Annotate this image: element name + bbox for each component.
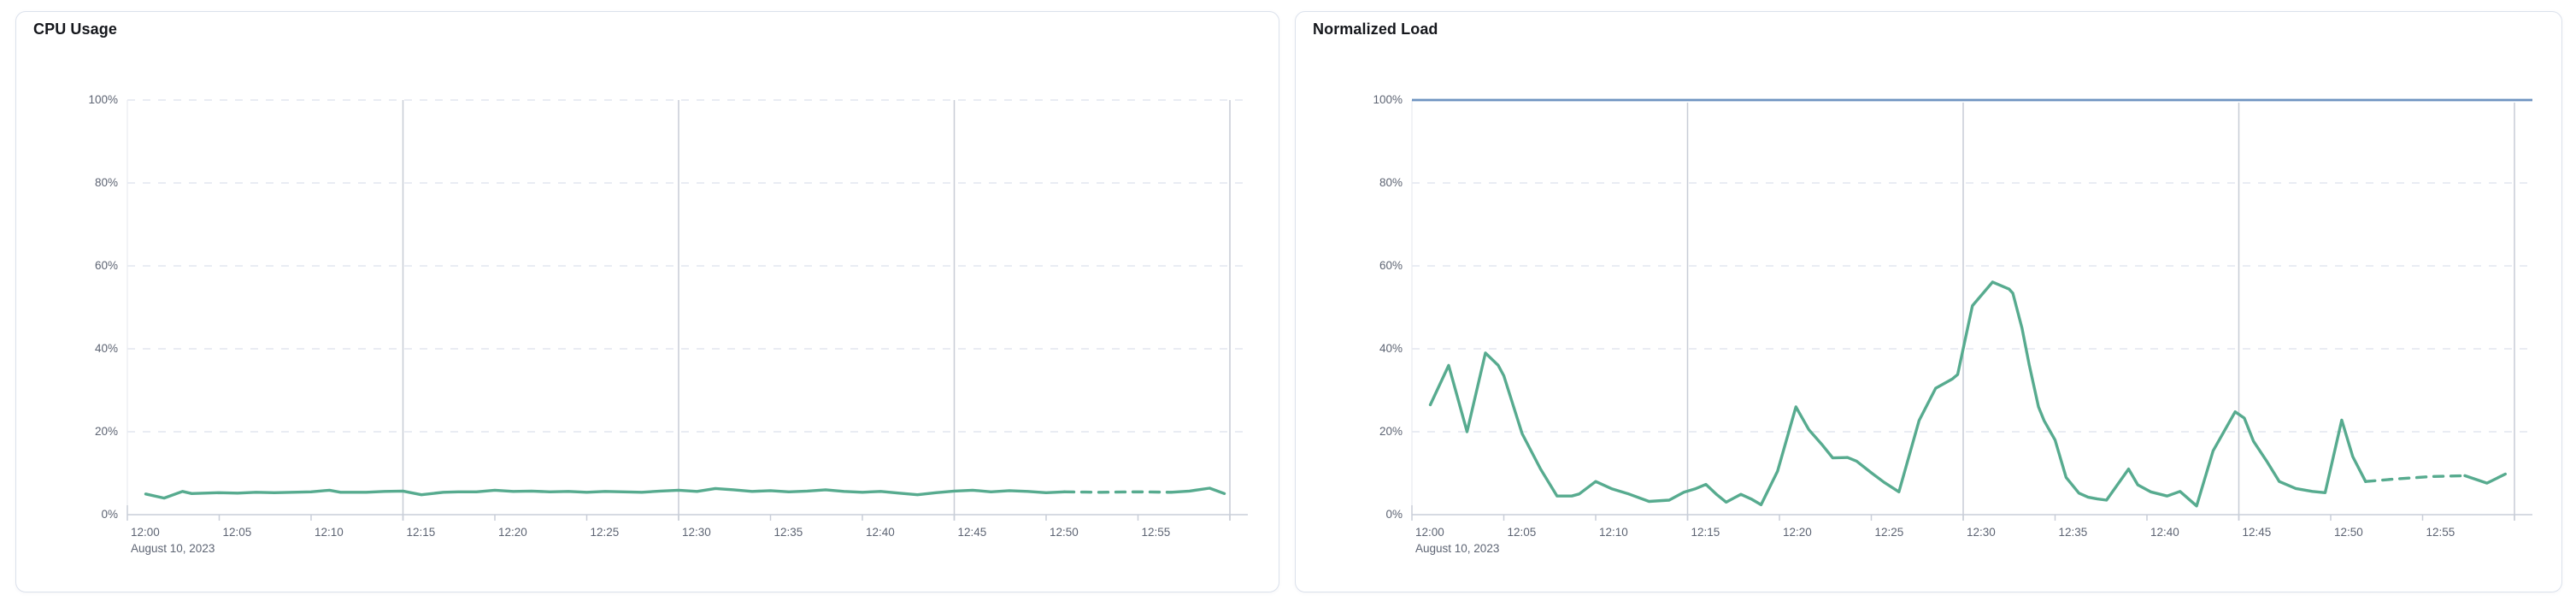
- x-axis-label: 12:30: [1967, 526, 1996, 539]
- normalized-load-panel-title: Normalized Load: [1313, 21, 1438, 38]
- cpu-usage-panel: CPU Usage 100% 80% 60% 40% 20% 0% 12:00 12:05 12…: [15, 11, 1279, 592]
- x-axis-label: 12:20: [1783, 526, 1812, 539]
- x-axis-label: 12:35: [773, 526, 803, 539]
- cpu-usage-chart-plot[interactable]: [126, 99, 1248, 527]
- normalized-load-percent-line-tail: [2463, 472, 2508, 485]
- cpu-usage-percent-line: [144, 486, 1067, 500]
- x-axis-label: 12:50: [2334, 526, 2363, 539]
- x-axis-label: 12:40: [866, 526, 895, 539]
- x-axis-label: 12:20: [498, 526, 527, 539]
- y-axis-label: 0%: [101, 508, 118, 521]
- x-axis-label: 12:25: [590, 526, 620, 539]
- y-axis-label: 100%: [88, 93, 118, 106]
- x-axis-label: 12:55: [2426, 526, 2455, 539]
- x-axis-label: 12:00: [131, 526, 160, 539]
- y-axis-label: 0%: [1385, 508, 1403, 521]
- y-axis-label: 20%: [1379, 425, 1403, 438]
- normalized-load-chart-plot[interactable]: [1411, 98, 2532, 527]
- y-axis-label: 60%: [1379, 259, 1403, 272]
- x-axis-label: 12:40: [2150, 526, 2179, 539]
- y-axis-label: 40%: [94, 342, 118, 355]
- x-axis-label: 12:35: [2058, 526, 2088, 539]
- y-axis-label: 60%: [94, 259, 118, 272]
- x-axis-label: 12:00: [1415, 526, 1444, 539]
- normalized-load-percent-line-predicted: [2364, 474, 2467, 483]
- x-axis-label: 12:05: [1507, 526, 1537, 539]
- x-axis-label: 12:10: [315, 526, 344, 539]
- y-axis-label: 80%: [1379, 176, 1403, 189]
- x-axis-label: 12:30: [682, 526, 711, 539]
- x-axis-label: 12:25: [1874, 526, 1904, 539]
- x-axis-date-label: August 10, 2023: [1415, 542, 1500, 555]
- cpu-usage-percent-line-tail: [1169, 486, 1226, 495]
- x-axis-label: 12:15: [1691, 526, 1720, 539]
- normalized-load-panel: Normalized Load 100% 80% 60% 40% 20% 0% 12:00 1…: [1295, 11, 2562, 592]
- x-axis-label: 12:50: [1050, 526, 1079, 539]
- y-axis-label: 20%: [94, 425, 118, 438]
- x-axis-label: 12:10: [1599, 526, 1628, 539]
- y-axis-label: 100%: [1373, 93, 1403, 106]
- x-axis-date-label: August 10, 2023: [131, 542, 215, 555]
- cpu-usage-panel-title: CPU Usage: [33, 21, 117, 38]
- y-axis-label: 40%: [1379, 342, 1403, 355]
- y-axis-label: 80%: [94, 176, 118, 189]
- x-axis-label: 12:55: [1141, 526, 1171, 539]
- x-axis-label: 12:45: [957, 526, 987, 539]
- x-axis-label: 12:45: [2242, 526, 2272, 539]
- x-axis-label: 12:05: [222, 526, 252, 539]
- x-axis-label: 12:15: [406, 526, 436, 539]
- normalized-load-percent-line: [1428, 280, 2367, 508]
